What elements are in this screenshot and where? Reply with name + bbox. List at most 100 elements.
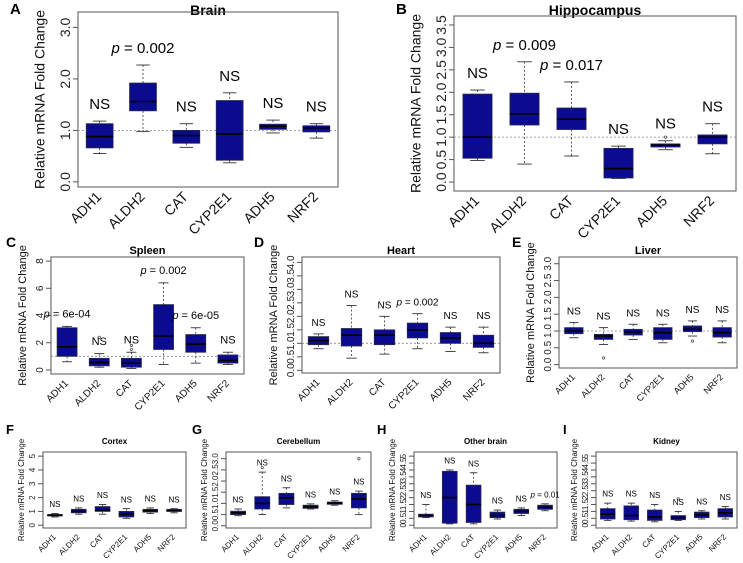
x-tick-label: ALDH2 [241, 532, 266, 557]
annotation-label: p = 0.01 [530, 490, 561, 499]
annotation-label: NS [420, 491, 431, 500]
annotation-label: NS [306, 99, 327, 116]
x-tick-label: NRF2 [707, 532, 729, 554]
x-tick-label: ADH5 [173, 378, 200, 405]
box-nrf2: NS NRF2 [284, 99, 331, 226]
x-tick-label: NRF2 [702, 372, 726, 396]
box-adh5: NS ADH5 [672, 305, 703, 396]
box-iqr [129, 82, 157, 112]
box-iqr [647, 509, 663, 521]
y-tick-label: 0 [28, 522, 37, 527]
annotation-label: NS [626, 308, 640, 319]
x-tick-label: ALDH2 [486, 192, 529, 235]
box-iqr [340, 328, 363, 347]
annotation-label: NS [92, 336, 107, 348]
panel-b: B Hippocampus 0.0 0.5 1.0 1.5 2.0 2.5 3.0 3.5 Rela… [396, 1, 737, 242]
box-adh1: NS ADH1 [553, 307, 584, 396]
panel-title: Spleen [129, 245, 165, 257]
y-tick-label: 2.0 [286, 309, 297, 323]
annotation-label: NS [673, 498, 684, 507]
y-tick-label: 4.5 [581, 457, 590, 469]
plot-frame [595, 451, 738, 529]
x-tick-label: CAT [546, 192, 577, 223]
y-tick-label: 2.5 [286, 295, 297, 309]
annotation-label: NS [444, 457, 455, 466]
y-tick-label: 3 [28, 481, 37, 486]
annotation-label: NS [626, 490, 637, 499]
box-adh5: NS ADH5 [633, 116, 681, 230]
y-tick-label: 3.5 [286, 268, 297, 282]
plot-frame [42, 451, 187, 529]
y-tick-label: 5 [399, 453, 408, 458]
x-tick-label: CYP2E1 [574, 192, 623, 241]
y-axis-label: Relative mRNA Fold Change [268, 245, 280, 386]
box-cat: NS CAT [272, 474, 295, 550]
annotation-label: NS [686, 305, 700, 316]
box-adh1: NS ADH1 [36, 500, 63, 554]
x-tick-label: CYP2E1 [634, 372, 665, 403]
x-tick-label: ALDH2 [325, 377, 356, 408]
x-tick-label: ADH5 [132, 532, 154, 554]
y-tick-label: 1.5 [581, 498, 590, 510]
annotation-label: NS [467, 65, 488, 82]
panel-h: H Other brain 00.511.522.533.544.55Relativ… [377, 422, 560, 561]
box-cat: NS CAT [161, 99, 201, 219]
annotation-label: NS [597, 312, 611, 323]
outlier-point [357, 457, 361, 461]
x-tick-label: NRF2 [156, 532, 178, 554]
annotation-label: NS [567, 307, 581, 318]
y-tick-label: 0.0 [543, 357, 554, 371]
plot-frame [558, 256, 738, 369]
box-iqr [603, 147, 634, 179]
annotation-label: NS [477, 311, 491, 322]
annotation-label: p = 0.002 [396, 298, 439, 309]
panel-label: D [254, 234, 264, 250]
y-tick-label: 0 [399, 522, 408, 527]
annotation-label: NS [220, 334, 235, 346]
y-tick-label: 2 [35, 339, 46, 345]
y-tick-label: 0.5 [286, 349, 297, 363]
panel-title: Liver [635, 245, 662, 257]
annotation-label: NS [492, 497, 503, 506]
plot-frame [225, 451, 372, 529]
box-adh5: NS ADH5 [132, 495, 159, 554]
y-tick-label: 3.0 [433, 37, 449, 57]
annotation-label: NS [656, 308, 670, 319]
box-aldh2: NS ALDH2 [73, 335, 110, 409]
panel-label: B [396, 1, 407, 18]
box-adh1: NS ADH1 [296, 318, 330, 404]
y-tick-label: 2.5 [433, 60, 449, 80]
x-tick-label: ALDH2 [428, 532, 453, 557]
annotation-label: NS [73, 495, 84, 504]
x-tick-label: NRF2 [680, 192, 717, 229]
x-tick-label: ADH5 [428, 377, 455, 404]
panel-title: Other brain [464, 437, 507, 446]
y-tick-label: 3 [581, 481, 590, 486]
y-tick-label: 3.5 [399, 471, 408, 483]
annotation-label: NS [49, 500, 60, 509]
y-tick-label: 3.5 [581, 471, 590, 483]
y-tick-label: 1.5 [286, 322, 297, 336]
outlier-point [601, 356, 606, 360]
y-tick-label: 0.5 [211, 508, 220, 520]
y-tick-label: 2.5 [581, 485, 590, 497]
x-tick-label: NRF2 [341, 532, 363, 554]
y-tick-label: 1 [581, 509, 590, 514]
y-tick-label: 3 [399, 481, 408, 486]
annotation-label: NS [516, 495, 527, 504]
x-tick-label: CAT [114, 378, 135, 399]
box-cat: NS CAT [367, 300, 396, 399]
panel-a: A Brain 0.0 1.0 2.0 3.0 Relative mRNA Fold Cha… [10, 1, 339, 238]
y-tick-label: 2.0 [433, 82, 449, 102]
y-tick-label: 1.5 [399, 498, 408, 510]
box-iqr [472, 334, 495, 348]
box-aldh2: NS ALDH2 [57, 495, 87, 557]
y-tick-label: 1 [399, 509, 408, 514]
x-tick-label: CAT [367, 377, 388, 398]
x-tick-label: ALDH2 [105, 188, 148, 231]
annotation-label: NS [281, 474, 292, 483]
box-nrf2: p = 0.01 NRF2 [527, 490, 560, 553]
outlier-point [129, 343, 133, 347]
box-cat: NS CAT [640, 491, 663, 550]
